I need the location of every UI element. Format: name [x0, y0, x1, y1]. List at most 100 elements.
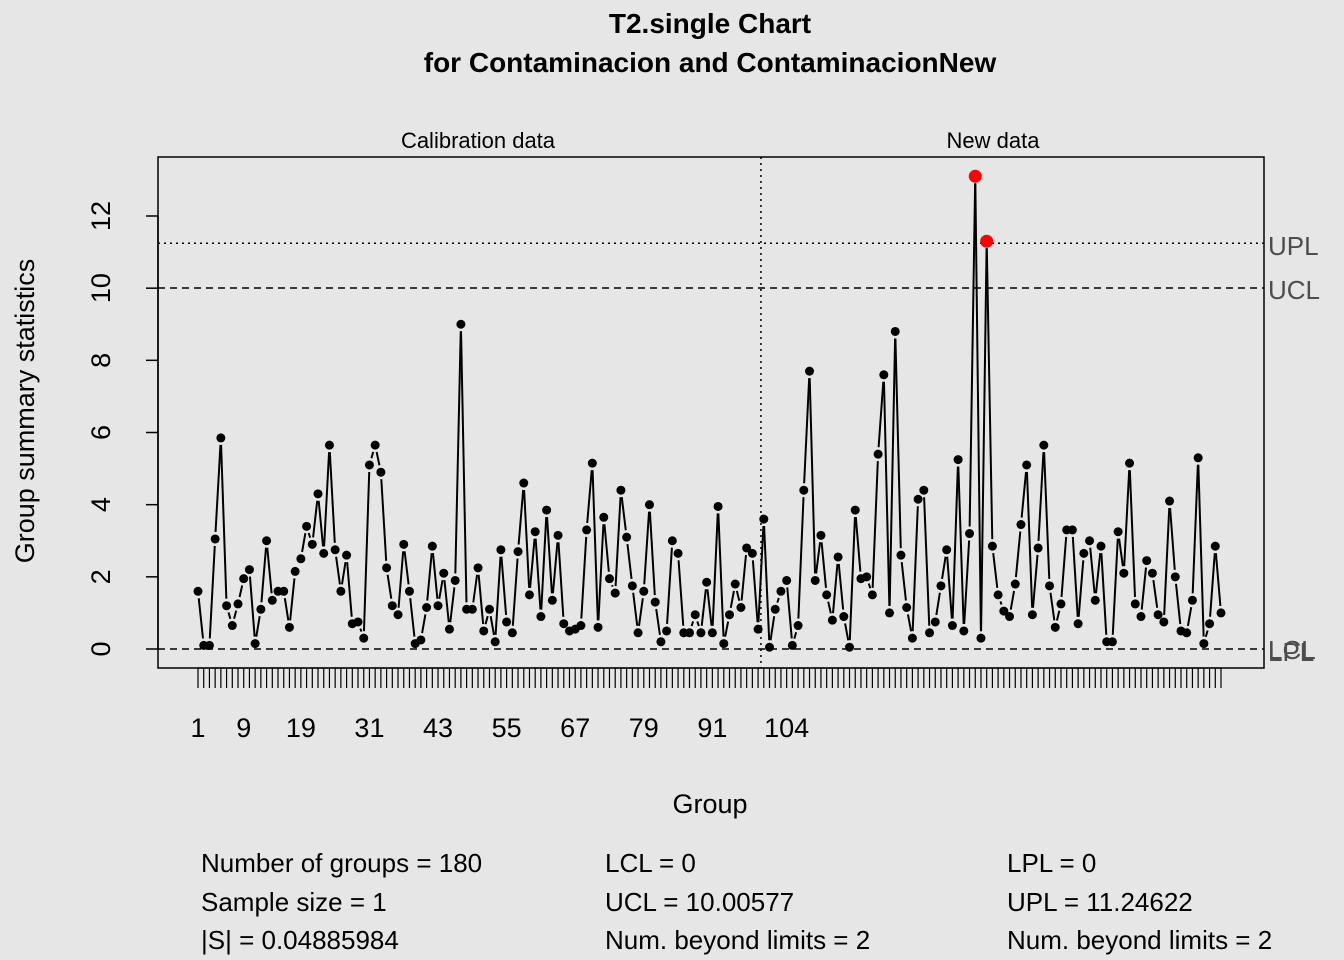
series-segment	[580, 536, 588, 619]
data-point	[1113, 527, 1123, 537]
series-segment	[386, 574, 393, 599]
series-segment	[494, 556, 502, 635]
series-segment	[1043, 452, 1051, 579]
data-point	[759, 514, 769, 524]
series-segment	[1049, 592, 1056, 621]
series-segment	[957, 466, 965, 624]
series-segment	[472, 574, 479, 603]
series-segment	[323, 452, 331, 547]
data-point	[496, 545, 506, 555]
series-segment	[233, 610, 238, 620]
series-segment	[283, 598, 290, 621]
series-segment	[832, 563, 839, 614]
data-point	[1027, 610, 1037, 620]
series-segment	[1186, 607, 1193, 627]
series-segment	[690, 621, 695, 627]
stat-ucl: UCL = 10.00577	[605, 886, 795, 917]
data-point	[890, 326, 900, 336]
data-point	[1205, 619, 1215, 629]
series-segment	[540, 517, 548, 610]
y-axis-label: Group summary statistics	[10, 259, 40, 564]
data-point	[307, 539, 317, 549]
series-segment	[238, 585, 244, 598]
data-point	[993, 590, 1003, 600]
data-point	[702, 577, 712, 587]
y-tick-label: 0	[86, 641, 116, 656]
series-segment	[1169, 507, 1176, 570]
series-segment	[248, 576, 256, 637]
series-segment	[900, 562, 907, 601]
data-point	[587, 458, 597, 468]
y-tick-label: 6	[86, 425, 116, 440]
data-point	[913, 494, 923, 504]
series-segment	[786, 587, 793, 639]
data-point	[627, 581, 637, 591]
series-segment	[724, 621, 730, 637]
data-point	[684, 628, 694, 638]
series-segment	[648, 511, 656, 596]
series-segment	[517, 489, 525, 545]
series-segment	[484, 615, 489, 625]
data-point	[707, 628, 717, 638]
data-point	[399, 539, 409, 549]
data-point	[576, 621, 586, 631]
stats-column-1: Number of groups = 180 Sample size = 1 |…	[201, 844, 482, 960]
series-segment	[666, 547, 673, 625]
series-segment	[477, 574, 485, 625]
data-point	[1090, 595, 1100, 605]
plot-frame	[157, 156, 1265, 669]
data-point	[222, 601, 232, 611]
series-segment	[346, 562, 353, 617]
series-segment	[1095, 553, 1102, 594]
data-point	[393, 610, 403, 620]
data-point	[1079, 548, 1089, 558]
data-point	[382, 563, 392, 573]
data-point	[1085, 536, 1095, 546]
series-segment	[711, 513, 719, 626]
series-segment	[867, 583, 872, 589]
data-point	[976, 633, 986, 643]
series-segment	[1191, 464, 1199, 594]
stat-det-s: |S| = 0.04885984	[201, 925, 399, 955]
series-segment	[1123, 470, 1131, 567]
series-segment	[877, 381, 885, 448]
data-point	[885, 608, 895, 618]
series-segment	[597, 524, 605, 621]
series-segment	[359, 628, 363, 632]
data-point	[404, 586, 414, 596]
data-point	[467, 604, 477, 614]
data-point	[439, 568, 449, 578]
data-point	[730, 579, 740, 589]
series-segment	[340, 561, 347, 585]
data-point	[376, 467, 386, 477]
series-segment	[511, 558, 519, 626]
series-segment	[854, 516, 862, 572]
data-point	[822, 590, 832, 600]
x-tick-label: 1	[190, 713, 205, 743]
data-point	[616, 485, 626, 495]
data-point	[902, 603, 912, 613]
data-point	[719, 639, 729, 649]
stats-column-3: LPL = 0 UPL = 11.24622 Num. beyond limit…	[1007, 844, 1272, 960]
series-segment	[1152, 580, 1159, 608]
data-point	[1136, 612, 1146, 622]
series-segment	[951, 466, 959, 619]
data-point	[507, 628, 517, 638]
series-segment	[776, 597, 780, 603]
series-segment	[999, 601, 1003, 605]
data-point	[1010, 579, 1020, 589]
data-point	[284, 622, 294, 632]
series-segment	[397, 551, 405, 608]
stat-beyond-prediction-limits: Num. beyond limits = 2	[1007, 925, 1273, 955]
series-segment	[820, 542, 827, 589]
data-point	[1193, 453, 1203, 463]
series-segment	[529, 538, 536, 588]
data-point	[239, 574, 249, 584]
data-point	[353, 617, 363, 627]
series-segment	[454, 331, 462, 574]
series-segment	[980, 248, 988, 632]
series-segment	[443, 580, 450, 623]
series-segment	[409, 598, 416, 637]
x-tick-label: 19	[286, 713, 316, 743]
data-point	[633, 628, 643, 638]
